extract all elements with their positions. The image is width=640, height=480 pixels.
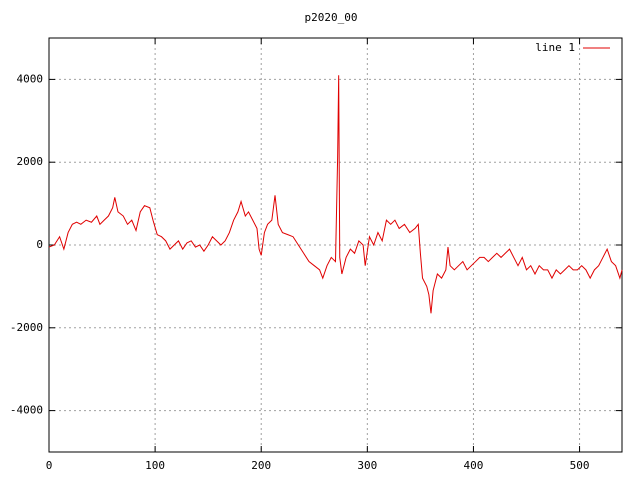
y-tick-label: 2000 [17,155,44,168]
y-tick-label: -2000 [10,321,43,334]
legend-label: line 1 [535,41,575,54]
data-line [48,75,623,314]
chart-title: p2020_00 [305,11,358,24]
x-tick-label: 100 [145,459,165,472]
x-tick-label: 0 [46,459,53,472]
x-tick-label: 200 [251,459,271,472]
y-tick-label: 0 [36,238,43,251]
plot-border [48,37,623,453]
y-tick-label: 4000 [17,72,44,85]
y-tick-label: -4000 [10,404,43,417]
x-tick-label: 300 [357,459,377,472]
x-tick-label: 500 [570,459,590,472]
x-tick-label: 400 [464,459,484,472]
